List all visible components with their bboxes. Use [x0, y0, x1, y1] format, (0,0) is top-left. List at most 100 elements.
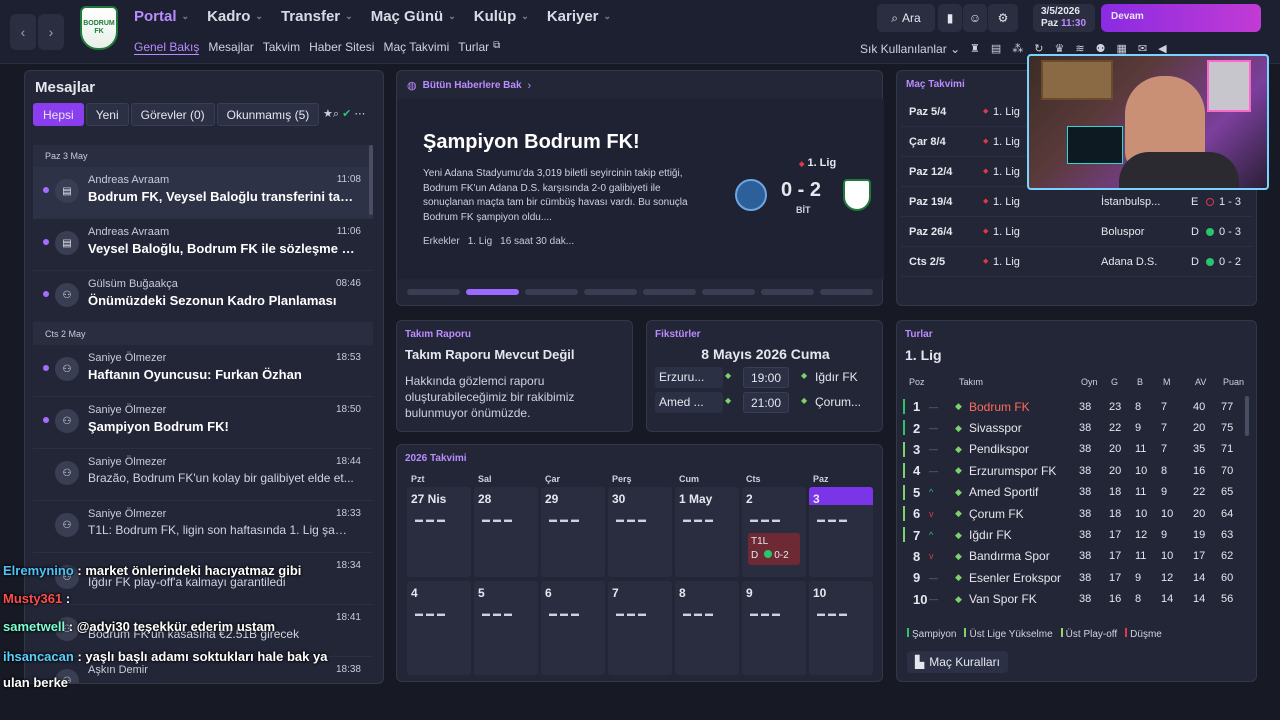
- message-tab-0[interactable]: Hepsi: [33, 103, 84, 126]
- calendar-day[interactable]: 30 ▬▬▬: [608, 487, 672, 577]
- nav-item-3[interactable]: Maç Günü ⌄: [371, 8, 456, 25]
- news-carousel-progress[interactable]: [407, 289, 873, 295]
- table-header-cell[interactable]: B: [1137, 377, 1144, 387]
- check-icon[interactable]: ✔: [342, 108, 352, 120]
- search-button[interactable]: ⌕ Ara: [877, 4, 935, 32]
- calendar-day[interactable]: 28 ▬▬▬: [474, 487, 538, 577]
- table-header-cell[interactable]: Takım: [959, 377, 984, 387]
- zone-marker: [903, 441, 905, 457]
- table-row[interactable]: 7 ^ ◆ Iğdır FK 38 17 12 9 19 63: [903, 524, 1243, 545]
- calendar-match[interactable]: T1L D 0-2: [748, 533, 800, 565]
- back-button[interactable]: ‹: [10, 14, 36, 50]
- calendar-event-icons: ▬▬▬: [482, 515, 515, 524]
- nav-item-5[interactable]: Kariyer ⌄: [547, 8, 611, 25]
- table-row[interactable]: 3 — ◆ Pendikspor 38 20 11 7 35 71: [903, 439, 1243, 460]
- fixture-row[interactable]: Cts 2/5 ◆ 1. Lig Adana D.S. D 0 - 2: [901, 247, 1253, 277]
- nav-item-2[interactable]: Transfer ⌄: [281, 8, 353, 25]
- message-tab-3[interactable]: Okunmamış (5): [216, 103, 320, 126]
- table-scrollbar[interactable]: [1245, 396, 1249, 436]
- calendar-day[interactable]: 2 ▬▬▬ T1L D 0-2: [742, 487, 806, 577]
- training-icon[interactable]: ↻: [1034, 43, 1044, 55]
- message-item[interactable]: ⚇ Saniye Ölmezer 18:33 T1L: Bodrum FK, ligi…: [33, 501, 373, 553]
- date-box[interactable]: 3/5/2026 Paz 11:30: [1033, 4, 1095, 32]
- subnav-item-4[interactable]: Maç Takvimi: [383, 40, 450, 54]
- calendar-day[interactable]: 9 ▬▬▬: [742, 581, 806, 675]
- subnav-item-1[interactable]: Mesajlar: [208, 40, 254, 54]
- phone-icon-button[interactable]: ▮: [938, 4, 962, 32]
- table-row[interactable]: 10— ◆ Van Spor FK 38 16 8 14 14 56: [903, 589, 1243, 610]
- table-row[interactable]: 1 — ◆ Bodrum FK 38 23 8 7 40 77: [903, 396, 1243, 417]
- profile-icon-button[interactable]: ☺: [963, 4, 987, 32]
- table-row[interactable]: 2 — ◆ Sivasspor 38 22 9 7 20 75: [903, 417, 1243, 438]
- table-cell-w: 20: [1109, 443, 1122, 456]
- table-header-cell[interactable]: Poz: [909, 377, 925, 387]
- table-header-cell[interactable]: M: [1163, 377, 1171, 387]
- message-tab-1[interactable]: Yeni: [85, 103, 129, 126]
- message-item[interactable]: ⚇ Saniye Ölmezer 18:53 Haftanın Oyuncusu: F…: [33, 345, 373, 397]
- day-label: Paz: [1041, 18, 1059, 29]
- message-item[interactable]: ⚇ Aşkın Demir 18:38: [33, 657, 373, 683]
- calendar-day[interactable]: 5 ▬▬▬: [474, 581, 538, 675]
- subnav-item-0[interactable]: Genel Bakış: [134, 40, 200, 55]
- star-search-icon[interactable]: ★⌕: [323, 108, 340, 120]
- news-card[interactable]: [397, 99, 884, 279]
- table-row[interactable]: 4 — ◆ Erzurumspor FK 38 20 10 8 16 70: [903, 460, 1243, 481]
- table-row[interactable]: 6 v ◆ Çorum FK 38 18 10 10 20 64: [903, 503, 1243, 524]
- match-rules-button[interactable]: ▙ Maç Kuralları: [907, 651, 1008, 673]
- database-icon[interactable]: ≋: [1075, 43, 1085, 55]
- megaphone-icon[interactable]: ◀: [1158, 43, 1167, 55]
- calendar-icon[interactable]: ▦: [1116, 43, 1127, 55]
- table-row[interactable]: 5 ^ ◆ Amed Sportif 38 18 11 9 22 65: [903, 482, 1243, 503]
- table-header-cell[interactable]: G: [1111, 377, 1119, 387]
- message-time: 18:33: [335, 508, 361, 519]
- subnav-item-3[interactable]: Haber Sitesi: [309, 40, 375, 54]
- calendar-day[interactable]: 3 ▬▬▬: [809, 487, 873, 577]
- table-header-cell[interactable]: AV: [1195, 377, 1207, 387]
- staff-icon[interactable]: ⚉: [1095, 43, 1106, 55]
- all-news-link[interactable]: ◍ Bütün Haberlere Bak ›: [407, 79, 531, 93]
- calendar-day[interactable]: 4 ▬▬▬: [407, 581, 471, 675]
- message-tab-2[interactable]: Görevler (0): [130, 103, 215, 126]
- nav-item-4[interactable]: Kulüp ⌄: [474, 8, 529, 25]
- calendar-day[interactable]: 27 Nis ▬▬▬: [407, 487, 471, 577]
- message-item[interactable]: ⚇ 18:34 Iğdır FK play-off'a kalmayı garant…: [33, 553, 373, 605]
- calendar-day[interactable]: 6 ▬▬▬: [541, 581, 605, 675]
- subnav-item-5[interactable]: Turlar: [458, 40, 490, 54]
- table-header-cell[interactable]: Puan: [1223, 377, 1245, 387]
- table-header-cell[interactable]: Oyn: [1081, 377, 1098, 387]
- inbox-icon[interactable]: ✉: [1137, 43, 1148, 55]
- table-row[interactable]: 8 v ◆ Bandırma Spor 38 17 11 10 17 62: [903, 546, 1243, 567]
- shirt-icon[interactable]: ♜: [970, 43, 980, 55]
- fixture-row[interactable]: Paz 26/4 ◆ 1. Lig Boluspor D 0 - 3: [901, 217, 1253, 247]
- calendar-day[interactable]: 8 ▬▬▬: [675, 581, 739, 675]
- club-crest[interactable]: BODRUM FK: [80, 6, 118, 50]
- fixture-row[interactable]: Paz 19/4 ◆ 1. Lig İstanbulsp... E 1 - 3: [901, 187, 1253, 217]
- calendar-day[interactable]: 7 ▬▬▬: [608, 581, 672, 675]
- position-change-icon: —: [929, 444, 938, 455]
- calendar-day[interactable]: 1 May ▬▬▬: [675, 487, 739, 577]
- calendar-day[interactable]: 29 ▬▬▬: [541, 487, 605, 577]
- message-item[interactable]: ⚇ 18:41 Bodrum FK'un kasasına €2.51B girec…: [33, 605, 373, 657]
- continue-button[interactable]: Devam: [1101, 4, 1261, 32]
- fikstur-row[interactable]: Erzuru... ◆ 19:00 ◆ Iğdır FK: [655, 367, 879, 391]
- nav-item-0[interactable]: Portal ⌄: [134, 8, 189, 25]
- message-item[interactable]: ⚇ Saniye Ölmezer 18:50 Şampiyon Bodrum FK!: [33, 397, 373, 449]
- message-item[interactable]: ▤ Andreas Avraam 11:06 Veysel Baloğlu, Bodr…: [33, 219, 373, 271]
- message-scrollbar[interactable]: [369, 145, 373, 215]
- news-title: Şampiyon Bodrum FK!: [423, 131, 640, 153]
- subnav-item-2[interactable]: Takvim: [262, 40, 301, 54]
- nav-item-1[interactable]: Kadro ⌄: [207, 8, 263, 25]
- clipboard-icon[interactable]: ▤: [990, 43, 1002, 55]
- shortcuts-dropdown[interactable]: Sık Kullanılanlar ⌄: [860, 42, 960, 56]
- trophy-icon[interactable]: ♛: [1054, 43, 1065, 55]
- message-item[interactable]: ▤ Andreas Avraam 11:08 Bodrum FK, Veysel Ba…: [33, 167, 373, 219]
- message-item[interactable]: ⚇ Gülsüm Buğaakça 08:46 Önümüzdeki Sezonun …: [33, 271, 373, 323]
- calendar-day[interactable]: 10 ▬▬▬: [809, 581, 873, 675]
- table-row[interactable]: 9 — ◆ Esenler Erokspor 38 17 9 12 14 60: [903, 567, 1243, 588]
- more-icon[interactable]: ⋯: [354, 108, 366, 120]
- settings-button[interactable]: ⚙: [988, 4, 1018, 32]
- tactics-icon[interactable]: ⁂: [1012, 43, 1024, 55]
- message-item[interactable]: ⚇ Saniye Ölmezer 18:44 Brazão, Bodrum FK'un…: [33, 449, 373, 501]
- forward-button[interactable]: ›: [38, 14, 64, 50]
- fikstur-row[interactable]: Amed ... ◆ 21:00 ◆ Çorum...: [655, 392, 879, 416]
